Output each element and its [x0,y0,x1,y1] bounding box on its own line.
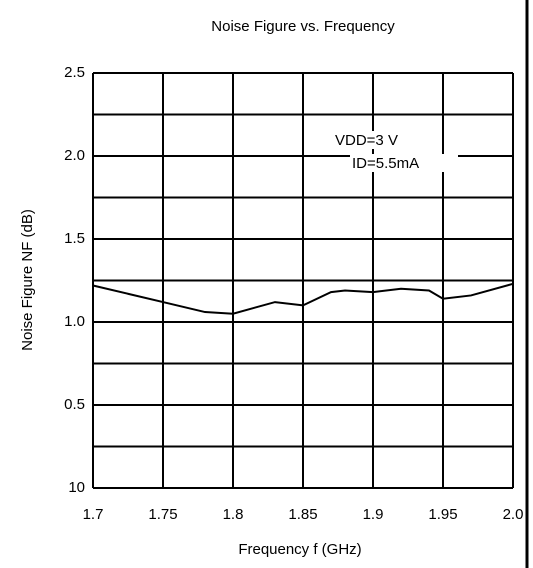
y-tick-label: 10 [68,479,85,496]
annotation: ID=5.5mA [352,155,419,172]
x-tick-label: 1.85 [288,506,317,523]
x-tick-label: 1.95 [428,506,457,523]
y-tick-label: 0.5 [64,396,85,413]
annotation-bg [350,154,458,172]
annotation: VDD=3 V [335,132,398,149]
y-tick-label: 1.0 [64,313,85,330]
y-tick-label: 2.5 [64,64,85,81]
x-axis-label: Frequency f (GHz) [238,541,361,558]
data-line [92,282,514,315]
x-tick-label: 1.75 [148,506,177,523]
annotation-bg [333,131,401,149]
chart-title: Noise Figure vs. Frequency [211,18,395,35]
y-axis-label: Noise Figure NF (dB) [19,209,36,351]
y-tick-label: 1.5 [64,230,85,247]
x-tick-label: 1.7 [83,506,104,523]
y-tick-label: 2.0 [64,147,85,164]
x-tick-label: 1.8 [223,506,244,523]
x-tick-label: 1.9 [363,506,384,523]
x-tick-label: 2.0 [503,506,524,523]
